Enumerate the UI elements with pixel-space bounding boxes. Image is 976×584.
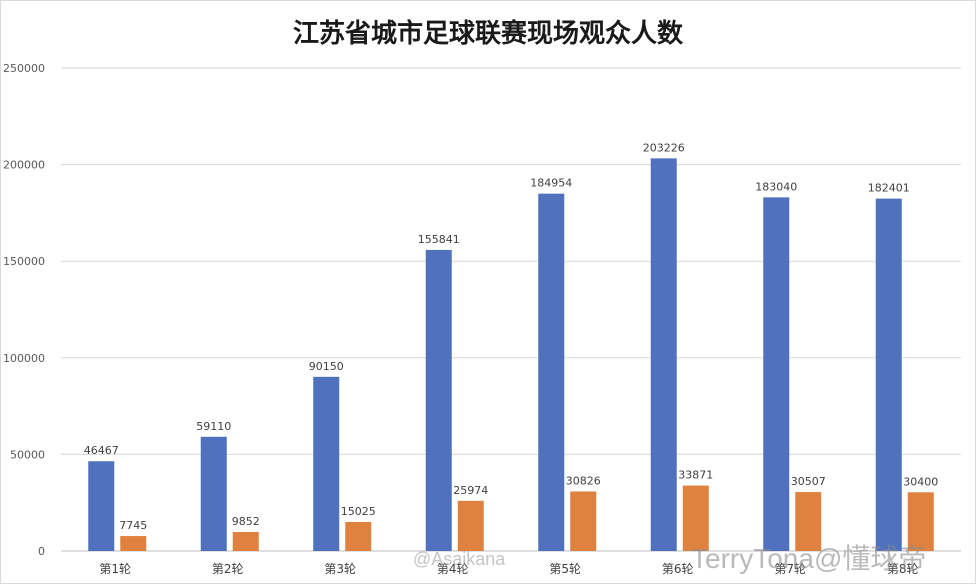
chart-title: 江苏省城市足球联赛现场观众人数 bbox=[292, 19, 683, 49]
y-tick-label: 0 bbox=[38, 545, 45, 558]
bar bbox=[795, 492, 822, 551]
bar bbox=[763, 197, 790, 552]
bar bbox=[232, 531, 259, 551]
bar bbox=[345, 521, 372, 551]
data-label: 9852 bbox=[232, 515, 260, 528]
data-label: 30826 bbox=[566, 474, 601, 487]
bar bbox=[570, 491, 597, 551]
data-label: 7745 bbox=[119, 519, 147, 532]
bar bbox=[907, 492, 934, 551]
data-label: 155841 bbox=[418, 233, 460, 246]
bar bbox=[120, 536, 147, 551]
data-label: 25974 bbox=[453, 484, 488, 497]
y-tick-label: 50000 bbox=[10, 448, 45, 461]
bar bbox=[538, 193, 565, 551]
x-tick-label: 第3轮 bbox=[324, 562, 356, 576]
data-label: 90150 bbox=[309, 360, 344, 373]
x-tick-label: 第7轮 bbox=[774, 562, 806, 576]
x-tick-label: 第8轮 bbox=[887, 562, 919, 576]
bar bbox=[88, 461, 115, 551]
bar bbox=[650, 158, 677, 551]
x-tick-label: 第2轮 bbox=[212, 562, 244, 576]
data-label: 184954 bbox=[530, 177, 572, 190]
y-tick-label: 150000 bbox=[3, 255, 45, 268]
data-label: 30400 bbox=[903, 475, 938, 488]
x-tick-label: 第1轮 bbox=[99, 562, 131, 576]
y-tick-label: 250000 bbox=[3, 62, 45, 75]
watermark-right: TerryTona@懂球帝 bbox=[691, 543, 927, 574]
x-tick-label: 第5轮 bbox=[549, 562, 581, 576]
bar bbox=[313, 376, 340, 551]
data-label: 203226 bbox=[643, 141, 685, 154]
data-label: 30507 bbox=[791, 475, 826, 488]
data-label: 182401 bbox=[868, 182, 910, 195]
bar bbox=[425, 249, 452, 551]
x-tick-label: 第6轮 bbox=[662, 562, 694, 576]
x-tick-label: 第4轮 bbox=[437, 562, 469, 576]
y-tick-label: 100000 bbox=[3, 352, 45, 365]
data-label: 15025 bbox=[341, 505, 376, 518]
bar bbox=[457, 500, 484, 551]
bar bbox=[875, 198, 902, 552]
data-label: 59110 bbox=[196, 420, 231, 433]
data-label: 183040 bbox=[755, 180, 797, 193]
bar bbox=[682, 485, 709, 551]
data-label: 46467 bbox=[84, 444, 119, 457]
y-tick-label: 200000 bbox=[3, 159, 45, 172]
bar bbox=[200, 436, 227, 551]
watermark-center: @Asaikana bbox=[413, 549, 506, 569]
data-label: 33871 bbox=[678, 469, 713, 482]
